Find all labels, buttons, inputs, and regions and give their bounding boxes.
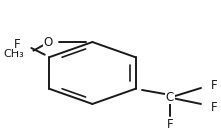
Text: F: F <box>211 79 218 92</box>
Text: F: F <box>14 38 21 50</box>
Text: CH₃: CH₃ <box>3 49 24 59</box>
Text: O: O <box>44 35 53 49</box>
Text: F: F <box>211 101 218 114</box>
Text: C: C <box>166 91 174 104</box>
Text: F: F <box>167 118 173 131</box>
